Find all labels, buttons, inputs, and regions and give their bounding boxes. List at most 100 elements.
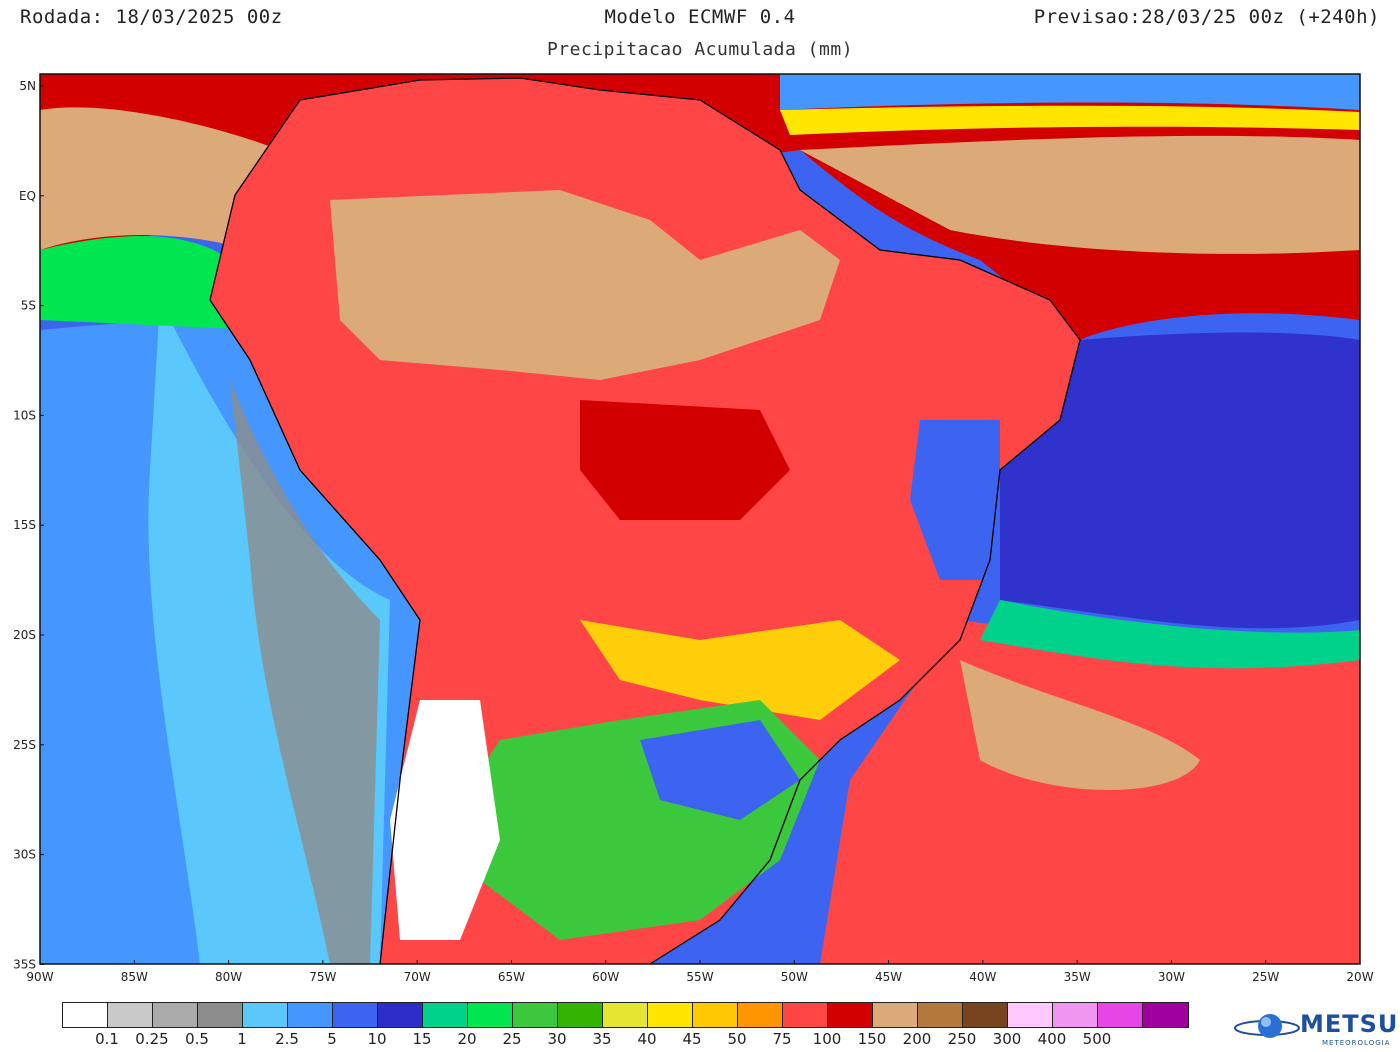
coastline-east (234, 77, 1081, 965)
legend-label: 1 (237, 1030, 247, 1048)
legend-swatch (243, 1003, 288, 1027)
north-atlantic-yellow (780, 105, 1360, 135)
equatorial-green (40, 236, 260, 330)
legend-label: 300 (992, 1030, 1022, 1048)
legend-swatch (828, 1003, 873, 1027)
legend-swatch (63, 1003, 108, 1027)
south-atlantic-dry (1000, 332, 1360, 629)
legend-swatch (693, 1003, 738, 1027)
south-atlantic-max (960, 660, 1200, 790)
pacific-dry-zone (230, 380, 380, 964)
lon-label: 55W (686, 970, 713, 984)
legend-label: 30 (547, 1030, 567, 1048)
lon-label: 20W (1346, 970, 1373, 984)
color-scale-labels: 0.1 0.25 0.5 1 2.5 5 10 15 20 25 30 35 40 45 50 75 100 15… (62, 1030, 1162, 1050)
metsul-logo-icon (1234, 1014, 1300, 1038)
lat-label: 5S (21, 299, 36, 313)
legend-label: 400 (1037, 1030, 1067, 1048)
precipitation-map: 5N EQ 5S 10S 15S 20S 25S 30S 35S 90W 85W 80W 75W 70W… (13, 73, 1374, 984)
legend-label: 50 (727, 1030, 747, 1048)
legend-swatch (198, 1003, 243, 1027)
lat-label: 5N (19, 79, 36, 93)
latitude-labels: 5N EQ 5S 10S 15S 20S 25S 30S 35S (13, 79, 44, 971)
model-label: Modelo ECMWF 0.4 (604, 6, 796, 28)
lon-label: 25W (1252, 970, 1279, 984)
legend-swatch (423, 1003, 468, 1027)
southeast-yellow (580, 620, 900, 720)
lon-label: 70W (404, 970, 431, 984)
legend-swatch (648, 1003, 693, 1027)
central-brazil-max (580, 400, 790, 520)
lat-label: 30S (13, 848, 36, 862)
run-time-label: Rodada: 18/03/2025 00z (20, 6, 283, 28)
legend-label: 35 (592, 1030, 612, 1048)
north-atlantic-band (780, 74, 1360, 110)
legend-swatch (1098, 1003, 1143, 1027)
map-title: Precipitacao Acumulada (mm) (546, 39, 854, 60)
legend-swatch (1053, 1003, 1098, 1027)
legend-swatch (513, 1003, 558, 1027)
legend-swatch (288, 1003, 333, 1027)
legend-label: 0.25 (135, 1030, 169, 1048)
lon-label: 50W (781, 970, 808, 984)
atlantic-wet-band (800, 135, 1360, 254)
lon-label: 80W (215, 970, 242, 984)
legend-label: 25 (502, 1030, 522, 1048)
forecast-time-label: Previsao:28/03/25 00z (+240h) (1033, 6, 1380, 28)
legend-swatch (603, 1003, 648, 1027)
lon-label: 40W (969, 970, 996, 984)
northeast-dry (910, 420, 1000, 580)
color-scale-legend (62, 1002, 1189, 1028)
lat-label: 35S (13, 957, 36, 971)
legend-label: 5 (327, 1030, 337, 1048)
legend-swatch (738, 1003, 783, 1027)
coastline-west (209, 194, 421, 965)
legend-label: 100 (812, 1030, 842, 1048)
lon-label: 75W (309, 970, 336, 984)
lat-label: 25S (13, 738, 36, 752)
lat-label: 20S (13, 628, 36, 642)
legend-label: 40 (637, 1030, 657, 1048)
amazon-wet-core (330, 190, 840, 380)
legend-label: 500 (1082, 1030, 1112, 1048)
legend-swatch (333, 1003, 378, 1027)
lon-label: 45W (875, 970, 902, 984)
lat-label: 10S (13, 408, 36, 422)
logo-subtitle: METEOROLOGIA (1322, 1039, 1391, 1047)
lon-label: 85W (121, 970, 148, 984)
legend-label: 75 (772, 1030, 792, 1048)
legend-swatch (378, 1003, 423, 1027)
lon-label: 35W (1064, 970, 1091, 984)
legend-swatch (108, 1003, 153, 1027)
legend-swatch (783, 1003, 828, 1027)
legend-swatch (1008, 1003, 1053, 1027)
legend-label: 20 (457, 1030, 477, 1048)
legend-swatch (153, 1003, 198, 1027)
lat-label: EQ (19, 189, 36, 203)
lon-label: 90W (26, 970, 53, 984)
legend-label: 0.1 (95, 1030, 119, 1048)
lon-label: 30W (1158, 970, 1185, 984)
lon-label: 60W (592, 970, 619, 984)
legend-swatch (468, 1003, 513, 1027)
legend-label: 2.5 (275, 1030, 299, 1048)
legend-label: 15 (412, 1030, 432, 1048)
longitude-labels: 90W 85W 80W 75W 70W 65W 60W 55W 50W 45W 40W 35W 30W 2… (26, 960, 1374, 984)
south-atlantic-band (820, 620, 1360, 964)
legend-label: 45 (682, 1030, 702, 1048)
legend-swatch (873, 1003, 918, 1027)
legend-label: 250 (947, 1030, 977, 1048)
lat-label: 15S (13, 518, 36, 532)
legend-swatch (1143, 1003, 1188, 1027)
legend-swatch (558, 1003, 603, 1027)
legend-swatch (963, 1003, 1008, 1027)
lon-label: 65W (498, 970, 525, 984)
map-field (40, 74, 1360, 964)
legend-label: 0.5 (185, 1030, 209, 1048)
andes-dry-strip (390, 700, 500, 940)
legend-label: 10 (367, 1030, 387, 1048)
logo-name: METSUL (1300, 1010, 1400, 1038)
pacific-wet-patch (40, 107, 280, 250)
legend-label: 150 (857, 1030, 887, 1048)
paraguay-dry (640, 720, 800, 820)
